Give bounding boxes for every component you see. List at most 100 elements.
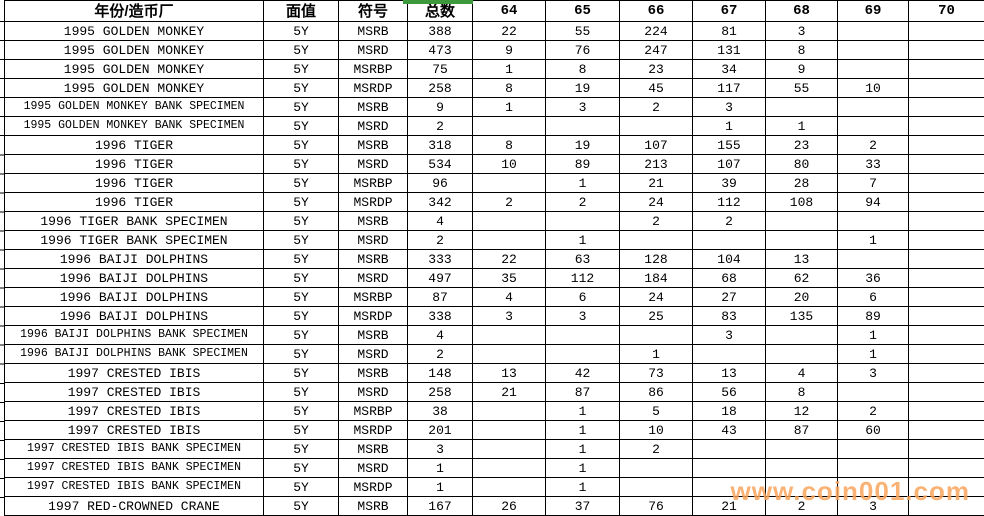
cell-face-value[interactable]: 5Y xyxy=(263,382,339,402)
cell-grade-67[interactable]: 21 xyxy=(692,496,766,516)
cell-grade-68[interactable]: 20 xyxy=(765,287,838,307)
cell-grade-66[interactable]: 45 xyxy=(619,78,693,98)
cell-total[interactable]: 338 xyxy=(407,306,473,326)
cell-grade-67[interactable] xyxy=(692,230,766,250)
cell-grade-70[interactable] xyxy=(908,97,984,117)
cell-grade-65[interactable]: 3 xyxy=(545,306,620,326)
cell-grade-64[interactable] xyxy=(472,211,546,231)
cell-grade-70[interactable] xyxy=(908,458,984,478)
cell-total[interactable]: 38 xyxy=(407,401,473,421)
cell-grade-70[interactable] xyxy=(908,59,984,79)
cell-year-mint[interactable]: 1996 BAIJI DOLPHINS BANK SPECIMEN xyxy=(4,325,264,345)
cell-symbol[interactable]: MSRD xyxy=(338,154,408,174)
cell-grade-66[interactable]: 2 xyxy=(619,97,693,117)
cell-grade-64[interactable]: 8 xyxy=(472,78,546,98)
cell-grade-65[interactable]: 37 xyxy=(545,496,620,516)
cell-total[interactable]: 87 xyxy=(407,287,473,307)
cell-year-mint[interactable]: 1996 TIGER xyxy=(4,173,264,193)
cell-grade-64[interactable] xyxy=(472,401,546,421)
cell-grade-70[interactable] xyxy=(908,21,984,41)
cell-year-mint[interactable]: 1995 GOLDEN MONKEY xyxy=(4,40,264,60)
cell-year-mint[interactable]: 1996 BAIJI DOLPHINS xyxy=(4,306,264,326)
cell-grade-68[interactable] xyxy=(765,477,838,497)
cell-grade-68[interactable] xyxy=(765,439,838,459)
cell-grade-69[interactable]: 94 xyxy=(837,192,909,212)
column-header-grade-66[interactable]: 66 xyxy=(619,0,693,22)
cell-symbol[interactable]: MSRB xyxy=(338,325,408,345)
cell-face-value[interactable]: 5Y xyxy=(263,496,339,516)
cell-grade-67[interactable]: 83 xyxy=(692,306,766,326)
cell-grade-66[interactable]: 24 xyxy=(619,287,693,307)
cell-grade-66[interactable] xyxy=(619,477,693,497)
cell-grade-65[interactable]: 1 xyxy=(545,230,620,250)
cell-grade-65[interactable]: 2 xyxy=(545,192,620,212)
cell-grade-66[interactable]: 247 xyxy=(619,40,693,60)
cell-grade-65[interactable] xyxy=(545,344,620,364)
cell-grade-67[interactable]: 3 xyxy=(692,325,766,345)
cell-grade-64[interactable] xyxy=(472,344,546,364)
cell-year-mint[interactable]: 1997 CRESTED IBIS xyxy=(4,420,264,440)
cell-grade-69[interactable] xyxy=(837,382,909,402)
cell-grade-69[interactable] xyxy=(837,116,909,136)
cell-grade-67[interactable]: 18 xyxy=(692,401,766,421)
cell-year-mint[interactable]: 1995 GOLDEN MONKEY BANK SPECIMEN xyxy=(4,97,264,117)
cell-grade-64[interactable]: 35 xyxy=(472,268,546,288)
cell-grade-69[interactable] xyxy=(837,59,909,79)
cell-face-value[interactable]: 5Y xyxy=(263,249,339,269)
cell-grade-69[interactable] xyxy=(837,249,909,269)
cell-grade-66[interactable]: 213 xyxy=(619,154,693,174)
cell-year-mint[interactable]: 1995 GOLDEN MONKEY xyxy=(4,78,264,98)
cell-grade-68[interactable]: 80 xyxy=(765,154,838,174)
cell-symbol[interactable]: MSRB xyxy=(338,97,408,117)
cell-grade-67[interactable]: 2 xyxy=(692,211,766,231)
cell-symbol[interactable]: MSRB xyxy=(338,496,408,516)
cell-grade-69[interactable]: 60 xyxy=(837,420,909,440)
cell-symbol[interactable]: MSRB xyxy=(338,211,408,231)
cell-grade-67[interactable] xyxy=(692,439,766,459)
cell-grade-68[interactable] xyxy=(765,211,838,231)
cell-face-value[interactable]: 5Y xyxy=(263,363,339,383)
cell-grade-68[interactable]: 12 xyxy=(765,401,838,421)
cell-grade-65[interactable]: 19 xyxy=(545,135,620,155)
cell-grade-68[interactable]: 8 xyxy=(765,40,838,60)
cell-grade-69[interactable]: 89 xyxy=(837,306,909,326)
cell-grade-66[interactable]: 5 xyxy=(619,401,693,421)
cell-grade-64[interactable] xyxy=(472,420,546,440)
cell-grade-70[interactable] xyxy=(908,477,984,497)
cell-grade-64[interactable] xyxy=(472,439,546,459)
cell-total[interactable]: 2 xyxy=(407,116,473,136)
cell-grade-64[interactable]: 1 xyxy=(472,59,546,79)
cell-grade-68[interactable]: 4 xyxy=(765,363,838,383)
cell-face-value[interactable]: 5Y xyxy=(263,116,339,136)
cell-grade-69[interactable]: 1 xyxy=(837,344,909,364)
cell-grade-69[interactable] xyxy=(837,97,909,117)
cell-symbol[interactable]: MSRBP xyxy=(338,59,408,79)
cell-grade-67[interactable]: 112 xyxy=(692,192,766,212)
column-header-face-value[interactable]: 面值 xyxy=(263,0,339,22)
cell-total[interactable]: 201 xyxy=(407,420,473,440)
cell-grade-66[interactable] xyxy=(619,230,693,250)
cell-face-value[interactable]: 5Y xyxy=(263,287,339,307)
cell-grade-68[interactable] xyxy=(765,344,838,364)
cell-grade-67[interactable]: 155 xyxy=(692,135,766,155)
cell-grade-67[interactable]: 43 xyxy=(692,420,766,440)
cell-symbol[interactable]: MSRB xyxy=(338,21,408,41)
cell-grade-66[interactable] xyxy=(619,116,693,136)
cell-total[interactable]: 258 xyxy=(407,78,473,98)
cell-grade-66[interactable]: 10 xyxy=(619,420,693,440)
cell-total[interactable]: 2 xyxy=(407,230,473,250)
cell-grade-69[interactable] xyxy=(837,40,909,60)
column-header-year-mint[interactable]: 年份/造币厂 xyxy=(4,0,264,22)
cell-year-mint[interactable]: 1995 GOLDEN MONKEY xyxy=(4,59,264,79)
cell-grade-69[interactable]: 2 xyxy=(837,135,909,155)
cell-grade-67[interactable]: 104 xyxy=(692,249,766,269)
cell-year-mint[interactable]: 1997 CRESTED IBIS xyxy=(4,363,264,383)
cell-face-value[interactable]: 5Y xyxy=(263,268,339,288)
cell-grade-64[interactable]: 9 xyxy=(472,40,546,60)
cell-total[interactable]: 148 xyxy=(407,363,473,383)
cell-grade-70[interactable] xyxy=(908,382,984,402)
cell-grade-69[interactable]: 1 xyxy=(837,230,909,250)
cell-grade-65[interactable] xyxy=(545,325,620,345)
cell-year-mint[interactable]: 1997 CRESTED IBIS xyxy=(4,382,264,402)
cell-grade-65[interactable]: 76 xyxy=(545,40,620,60)
